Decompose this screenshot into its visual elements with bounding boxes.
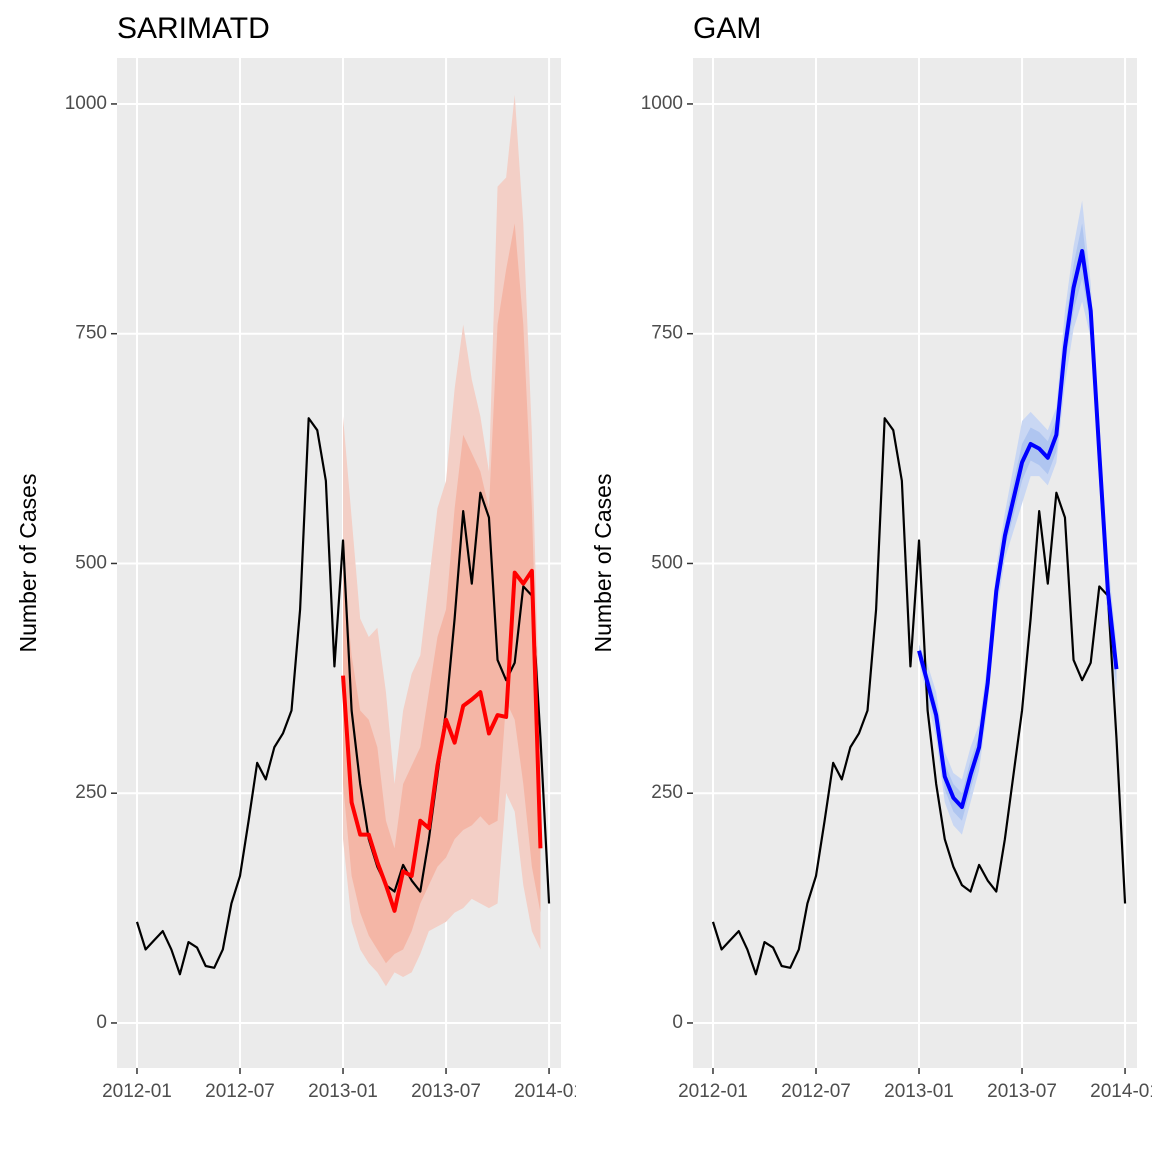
confidence-band <box>919 200 1117 835</box>
y-tick-label: 750 <box>75 323 107 344</box>
x-tick-label: 2012-07 <box>205 1081 275 1102</box>
x-tick-label: 2013-07 <box>411 1081 481 1102</box>
series-line <box>711 417 1127 976</box>
y-tick-label: 750 <box>651 323 683 344</box>
chart-title: GAM <box>693 12 761 45</box>
x-tick-label: 2014-01 <box>514 1081 576 1102</box>
x-tick-label: 2013-01 <box>884 1081 954 1102</box>
y-tick-label: 250 <box>651 782 683 803</box>
series-line <box>135 417 551 976</box>
y-tick-label: 500 <box>651 552 683 573</box>
x-tick-label: 2012-01 <box>102 1081 172 1102</box>
y-axis-label: Number of Cases <box>15 474 41 653</box>
chart-panel: SARIMATD Number of Cases 0 250 500 750 1000 2… <box>15 12 576 1102</box>
x-tick-label: 2014-01 <box>1090 1081 1152 1102</box>
series-line <box>917 248 1119 809</box>
x-tick-label: 2013-07 <box>987 1081 1057 1102</box>
y-tick-label: 1000 <box>65 93 107 114</box>
y-tick-label: 500 <box>75 552 107 573</box>
x-tick-label: 2013-01 <box>308 1081 378 1102</box>
y-tick-label: 0 <box>96 1012 107 1033</box>
y-tick-label: 1000 <box>641 93 683 114</box>
x-tick-label: 2012-07 <box>781 1081 851 1102</box>
series-line <box>341 568 543 913</box>
y-axis-label: Number of Cases <box>590 474 616 653</box>
y-tick-label: 0 <box>672 1012 683 1033</box>
chart-panel: GAM Number of Cases 0 250 500 750 1000 2012-0… <box>590 12 1152 1102</box>
y-tick-label: 250 <box>75 782 107 803</box>
x-tick-label: 2012-01 <box>678 1081 748 1102</box>
chart-title: SARIMATD <box>117 12 270 45</box>
confidence-band <box>343 223 541 964</box>
